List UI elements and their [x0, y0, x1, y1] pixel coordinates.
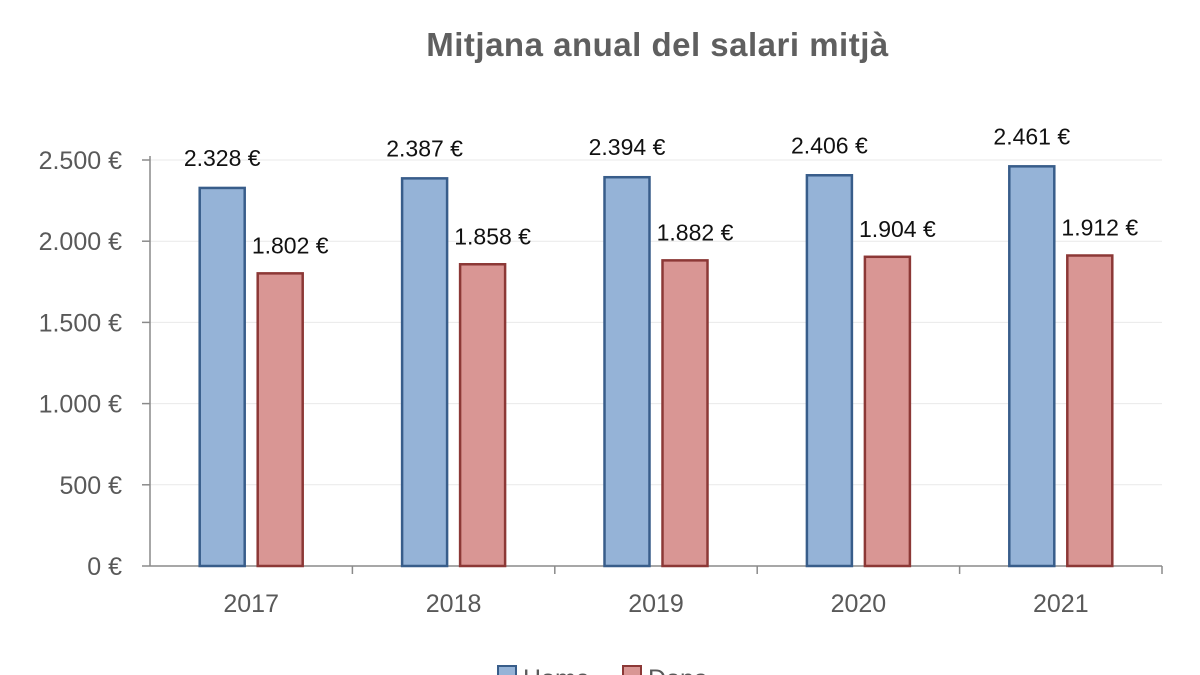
data-label: 1.858 €	[454, 223, 531, 249]
x-tick-label: 2017	[223, 590, 279, 618]
y-tick-label: 2.500 €	[39, 147, 123, 175]
chart-title: Mitjana anual del salari mitjà	[426, 26, 889, 63]
bar-home	[603, 175, 651, 568]
legend-swatch-home	[497, 665, 517, 675]
bar-home	[198, 186, 246, 568]
bar-dona	[1066, 254, 1114, 568]
bar-home	[1008, 165, 1056, 568]
x-tick-label: 2020	[831, 590, 887, 618]
data-label: 1.904 €	[859, 216, 936, 242]
y-tick-label: 1.000 €	[39, 391, 123, 419]
data-label: 2.387 €	[386, 135, 463, 161]
data-label: 1.802 €	[252, 232, 329, 258]
data-label: 2.461 €	[993, 123, 1070, 149]
x-tick-label: 2021	[1033, 590, 1089, 618]
bar-dona	[863, 255, 912, 568]
legend-swatch-dona	[622, 665, 642, 675]
legend-label-dona: Dona	[648, 665, 708, 675]
legend-label-home: Home	[523, 665, 590, 675]
bar-dona	[458, 263, 507, 568]
x-tick-label: 2018	[426, 590, 482, 618]
bar-dona	[661, 259, 709, 568]
data-label: 1.912 €	[1061, 214, 1138, 240]
bar-dona	[256, 272, 304, 568]
x-tick-label: 2019	[628, 590, 684, 618]
y-tick-label: 1.500 €	[39, 309, 123, 337]
data-label: 2.406 €	[791, 132, 868, 158]
bar-home	[805, 174, 854, 568]
data-label: 1.882 €	[657, 219, 734, 245]
y-tick-label: 0 €	[87, 553, 122, 581]
data-label: 2.394 €	[589, 134, 666, 160]
data-label: 2.328 €	[184, 145, 261, 171]
y-tick-label: 2.000 €	[39, 228, 123, 256]
bar-home	[400, 177, 449, 568]
y-tick-label: 500 €	[59, 472, 122, 500]
